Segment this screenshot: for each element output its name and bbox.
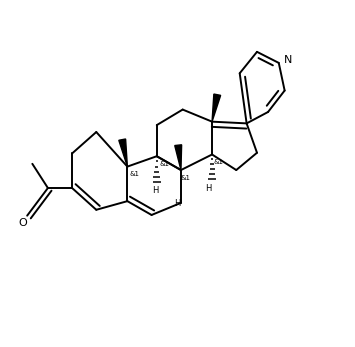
Text: O: O xyxy=(18,218,27,228)
Text: N: N xyxy=(284,55,292,65)
Text: &1: &1 xyxy=(180,175,190,180)
Polygon shape xyxy=(119,139,127,167)
Text: &1: &1 xyxy=(159,161,170,167)
Text: &1: &1 xyxy=(130,171,140,177)
Text: H: H xyxy=(152,186,158,195)
Text: H: H xyxy=(206,184,212,193)
Polygon shape xyxy=(175,145,182,170)
Text: H: H xyxy=(174,200,181,209)
Text: &1: &1 xyxy=(214,159,224,165)
Polygon shape xyxy=(212,94,221,122)
